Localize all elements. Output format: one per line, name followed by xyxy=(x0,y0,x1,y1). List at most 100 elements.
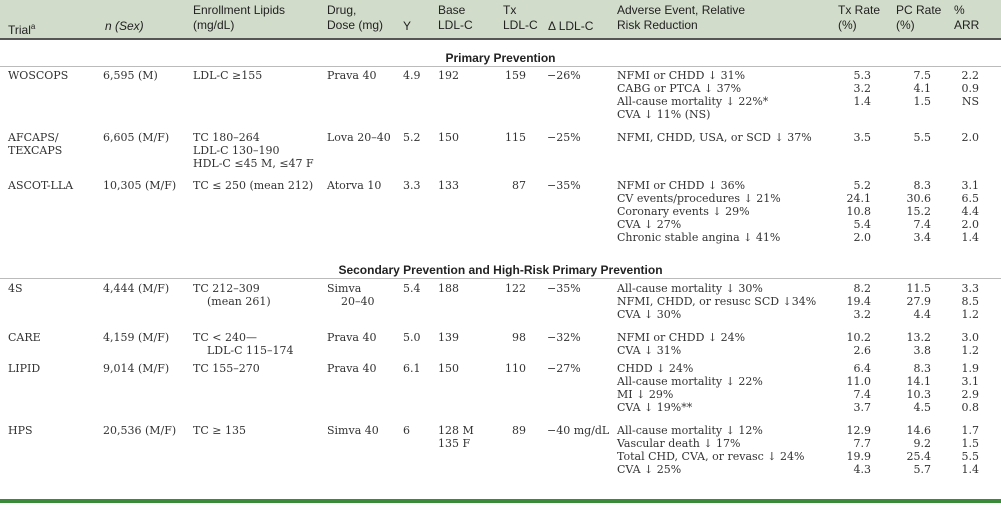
cell-tx-rate: 2.0 xyxy=(853,231,872,244)
cell-years: 5.2 xyxy=(403,131,421,144)
cell-tx-rate: 10.2 xyxy=(846,331,872,344)
cell-adverse-event: Vascular death ↓ 17% xyxy=(617,437,741,450)
cell-pc-rate: 25.4 xyxy=(906,450,932,463)
cell-adverse-event: CV events/procedures ↓ 21% xyxy=(617,192,781,205)
cell-adverse-event: CVA ↓ 19%** xyxy=(617,401,693,414)
cell-adverse-event: NFMI or CHDD ↓ 36% xyxy=(617,179,746,192)
cell-drug-dose: Simva 40 xyxy=(327,424,379,437)
cell-years: 6 xyxy=(403,424,410,437)
cell-drug-dose: Prava 40 xyxy=(327,362,377,375)
cell-drug-dose: Lova 20–40 xyxy=(327,131,391,144)
cell-arr: 2.2 xyxy=(961,69,980,82)
cell-pc-rate: 9.2 xyxy=(913,437,932,450)
table-header: Triala n (Sex) Enrollment Lipids (mg/dL)… xyxy=(0,0,1001,40)
header-years: Y xyxy=(403,19,412,33)
cell-enrollment-lipids: TC 180–264 LDL-C 130–190 HDL-C ≤45 M, ≤4… xyxy=(193,131,314,170)
cell-pc-rate: 3.8 xyxy=(913,344,932,357)
cell-delta-ldl: −32% xyxy=(547,331,581,344)
cell-tx-rate: 3.5 xyxy=(853,131,872,144)
cell-years: 5.0 xyxy=(403,331,421,344)
cell-base-ldl: 133 xyxy=(438,179,459,192)
cell-enrollment-lipids: LDL-C ≥155 xyxy=(193,69,263,82)
cell-arr: 1.7 xyxy=(961,424,980,437)
cell-arr: 5.5 xyxy=(961,450,980,463)
cell-tx-ldl: 110 xyxy=(505,362,526,375)
cell-tx-ldl: 122 xyxy=(505,282,526,295)
cell-adverse-event: Chronic stable angina ↓ 41% xyxy=(617,231,781,244)
cell-n-sex: 4,159 (M/F) xyxy=(103,331,170,344)
divider xyxy=(0,66,1001,67)
cell-arr: 3.0 xyxy=(961,331,980,344)
cell-base-ldl: 128 M 135 F xyxy=(438,424,474,450)
cell-delta-ldl: −35% xyxy=(547,179,581,192)
cell-pc-rate: 7.5 xyxy=(913,69,932,82)
cell-tx-rate: 6.4 xyxy=(853,362,872,375)
header-tx-rate: Tx Rate (%) xyxy=(838,3,881,32)
cell-n-sex: 4,444 (M/F) xyxy=(103,282,170,295)
cell-tx-rate: 2.6 xyxy=(853,344,872,357)
cell-trial: WOSCOPS xyxy=(8,69,69,82)
cell-tx-rate: 10.8 xyxy=(846,205,872,218)
cell-delta-ldl: −40 mg/dL xyxy=(547,424,610,437)
cell-adverse-event: CHDD ↓ 24% xyxy=(617,362,694,375)
cell-arr: 1.4 xyxy=(961,231,980,244)
header-trial: Triala xyxy=(8,22,36,37)
cell-adverse-event: NFMI or CHDD ↓ 31% xyxy=(617,69,746,82)
cell-enrollment-lipids: TC 155–270 xyxy=(193,362,260,375)
cell-n-sex: 6,595 (M) xyxy=(103,69,158,82)
cell-delta-ldl: −35% xyxy=(547,282,581,295)
cell-pc-rate: 27.9 xyxy=(906,295,932,308)
cell-arr: 3.3 xyxy=(961,282,980,295)
cell-n-sex: 20,536 (M/F) xyxy=(103,424,177,437)
divider xyxy=(0,278,1001,279)
cell-pc-rate: 5.7 xyxy=(913,463,932,476)
cell-adverse-event: All-cause mortality ↓ 22% xyxy=(617,375,763,388)
cell-base-ldl: 192 xyxy=(438,69,459,82)
cell-adverse-event: CABG or PTCA ↓ 37% xyxy=(617,82,742,95)
cell-trial: 4S xyxy=(8,282,23,295)
cell-tx-rate: 3.2 xyxy=(853,308,872,321)
cell-arr: 2.0 xyxy=(961,131,980,144)
cell-tx-rate: 19.9 xyxy=(846,450,872,463)
cell-adverse-event: All-cause mortality ↓ 30% xyxy=(617,282,763,295)
cell-pc-rate: 14.6 xyxy=(906,424,932,437)
cell-tx-rate: 3.2 xyxy=(853,82,872,95)
cell-adverse-event: NFMI, CHDD, USA, or SCD ↓ 37% xyxy=(617,131,812,144)
cell-tx-rate: 19.4 xyxy=(846,295,872,308)
bottom-border xyxy=(0,499,1001,503)
cell-arr: 6.5 xyxy=(961,192,980,205)
cell-pc-rate: 4.5 xyxy=(913,401,932,414)
cell-adverse-event: All-cause mortality ↓ 22%* xyxy=(617,95,769,108)
cell-tx-rate: 11.0 xyxy=(846,375,872,388)
cell-adverse-event: NFMI, CHDD, or resusc SCD ↓34% xyxy=(617,295,817,308)
cell-adverse-event: NFMI or CHDD ↓ 24% xyxy=(617,331,746,344)
cell-arr: 3.1 xyxy=(961,179,980,192)
cell-drug-dose: Prava 40 xyxy=(327,69,377,82)
header-base-ldl: Base LDL-C xyxy=(438,3,473,32)
cell-arr: 1.2 xyxy=(961,344,980,357)
cell-enrollment-lipids: TC < 240— LDL-C 115–174 xyxy=(193,331,294,357)
cell-adverse-event: Coronary events ↓ 29% xyxy=(617,205,750,218)
cell-tx-rate: 7.4 xyxy=(853,388,872,401)
cell-tx-rate: 4.3 xyxy=(853,463,872,476)
cell-years: 5.4 xyxy=(403,282,421,295)
cell-drug-dose: Prava 40 xyxy=(327,331,377,344)
cell-tx-rate: 7.7 xyxy=(853,437,872,450)
section-secondary-prevention: Secondary Prevention and High-Risk Prima… xyxy=(338,263,663,277)
cell-pc-rate: 30.6 xyxy=(906,192,932,205)
cell-pc-rate: 14.1 xyxy=(906,375,932,388)
cell-base-ldl: 139 xyxy=(438,331,459,344)
cell-tx-ldl: 159 xyxy=(505,69,526,82)
cell-n-sex: 9,014 (M/F) xyxy=(103,362,170,375)
cell-pc-rate: 15.2 xyxy=(906,205,932,218)
cell-pc-rate: 5.5 xyxy=(913,131,932,144)
header-enrollment-lipids: Enrollment Lipids (mg/dL) xyxy=(193,3,286,32)
cell-years: 6.1 xyxy=(403,362,421,375)
cell-tx-rate: 8.2 xyxy=(853,282,872,295)
header-tx-ldl: Tx LDL-C xyxy=(503,3,538,32)
cell-arr: 0.8 xyxy=(961,401,980,414)
cell-adverse-event: Total CHD, CVA, or revasc ↓ 24% xyxy=(617,450,805,463)
cell-delta-ldl: −27% xyxy=(547,362,581,375)
cell-tx-rate: 12.9 xyxy=(846,424,872,437)
cell-arr: 2.0 xyxy=(961,218,980,231)
